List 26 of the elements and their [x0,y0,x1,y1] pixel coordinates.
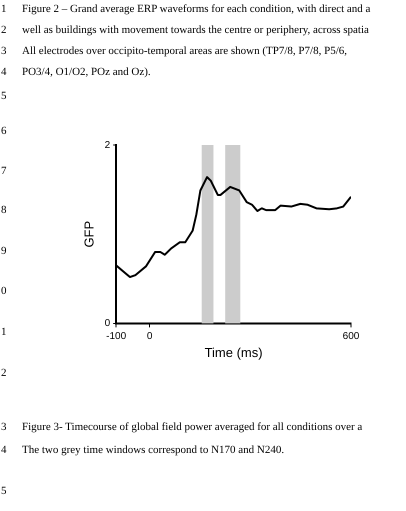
text: The two grey time windows correspond to N170 and N240. [22,444,284,456]
x-tick-label: -100 [106,331,127,342]
text: PO3/4, O1/O2, POz and Oz). [22,66,151,78]
x-tick-label: 600 [342,331,360,342]
text: 5 [1,90,6,102]
y-axis-title: GFP [81,220,96,248]
text: 2 [1,367,6,379]
text: 0 [1,285,6,297]
text: 5 [1,485,6,497]
x-axis-title: Time (ms) [204,344,263,360]
text: 4 [1,66,6,78]
text: 3 [1,421,6,433]
text: 1 [1,326,6,338]
text: 9 [1,245,6,257]
caption: Figure 3- Timecourse of global field power averaged for all conditions over a [22,421,362,433]
text: 3 [1,45,6,57]
x-tick-label: 0 [146,331,153,342]
caption: Figure 2 – Grand average ERP waveforms for each condition, with direct and a [22,3,370,15]
text: 8 [1,204,6,216]
text: All electrodes over occipito-temporal areas are shown (TP7/8, P7/8, P5/6, [22,45,348,57]
text: 2 [1,24,6,36]
text: well as buildings with movement towards the centre or periphery, across spatia [22,24,369,36]
text: 4 [1,444,6,456]
text: 1 [1,3,6,15]
text: 6 [1,125,6,137]
text: 7 [1,165,6,177]
